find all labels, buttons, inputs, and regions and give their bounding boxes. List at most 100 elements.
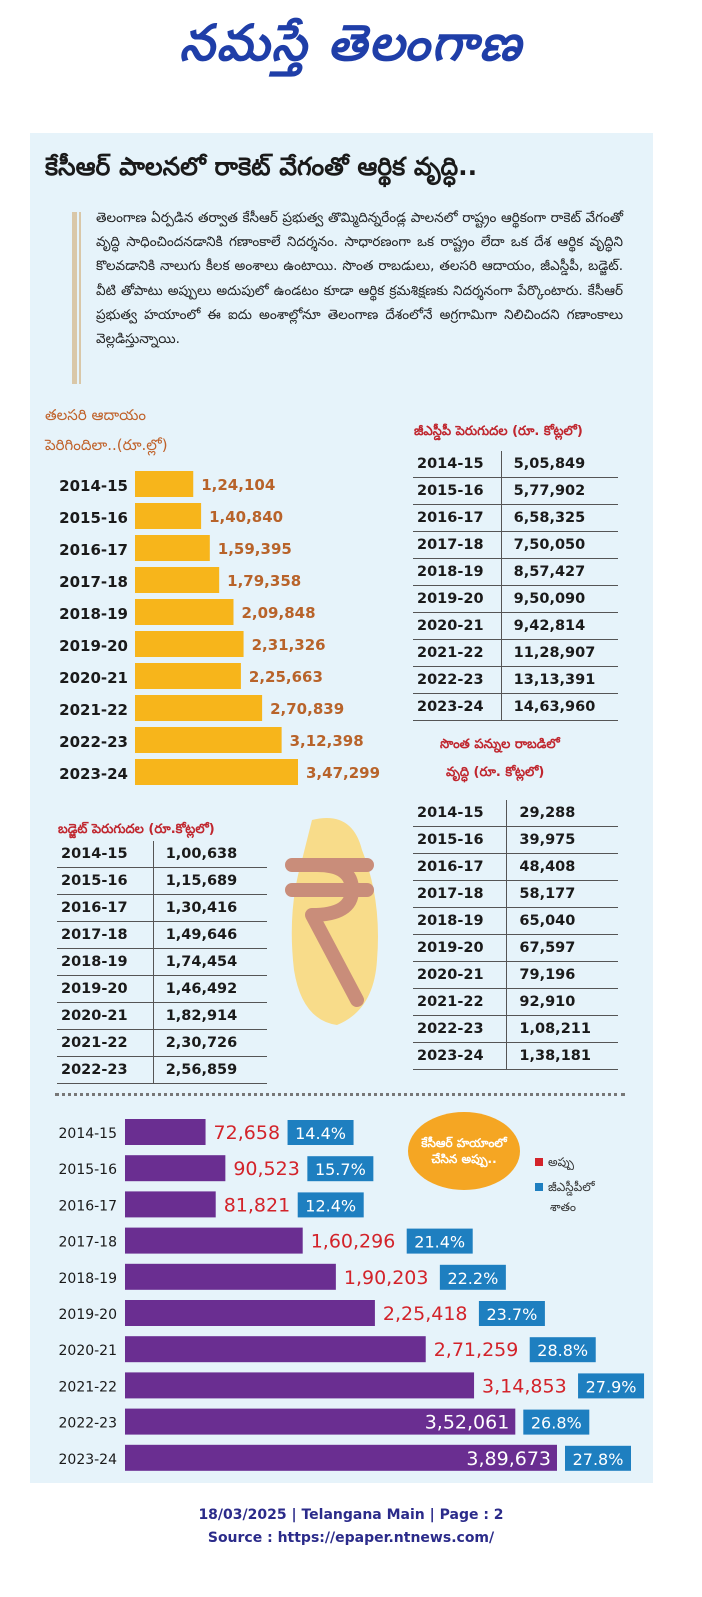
gsdp-row: 2023-24 14,63,960 — [413, 693, 618, 721]
owntax-row: 2015-16 39,975 — [413, 826, 618, 854]
debt-year-label: 2020-21 — [59, 1343, 118, 1359]
percapita-bar — [135, 567, 220, 593]
owntax-year: 2021-22 — [413, 988, 508, 1016]
gsdp-value: 5,05,849 — [501, 451, 618, 478]
budget-year: 2020-21 — [57, 1002, 154, 1030]
owntax-value: 29,288 — [506, 800, 618, 827]
debt-value-label: 3,89,673 — [466, 1448, 551, 1470]
percapita-year-label: 2019-20 — [59, 637, 128, 655]
budget-row: 2014-15 1,00,638 — [57, 841, 267, 868]
pct-box — [287, 1120, 354, 1145]
masthead-logo: నమస్తే తెలంగాణ — [0, 0, 702, 85]
percapita-bar — [135, 599, 234, 625]
owntax-year: 2019-20 — [413, 934, 508, 962]
legend-pct: జీఎస్డీపీలో — [535, 1180, 595, 1197]
owntax-row: 2020-21 79,196 — [413, 961, 618, 989]
owntax-year: 2014-15 — [413, 800, 508, 827]
debt-year-label: 2014-15 — [59, 1126, 118, 1142]
debt-bar — [125, 1408, 516, 1435]
percapita-year-label: 2022-23 — [59, 733, 128, 751]
gsdp-value: 8,57,427 — [501, 558, 618, 586]
owntax-value: 65,040 — [506, 907, 618, 935]
gsdp-table: 2014-15 5,05,849 2015-16 5,77,902 2016-17 6,5… — [413, 451, 618, 721]
gsdp-row: 2014-15 5,05,849 — [413, 451, 618, 478]
gsdp-row: 2020-21 9,42,814 — [413, 612, 618, 640]
debt-bar — [125, 1227, 303, 1254]
gsdp-row: 2019-20 9,50,090 — [413, 585, 618, 613]
percapita-value-label: 1,40,840 — [209, 508, 283, 526]
gsdp-value: 13,13,391 — [501, 666, 618, 694]
owntax-year: 2020-21 — [413, 961, 508, 989]
intro-rule-thin — [79, 212, 81, 384]
percapita-bar — [135, 727, 282, 753]
gsdp-title: జీఎస్డీపీ పెరుగుదల (రూ. కోట్లలో) — [414, 424, 583, 439]
pct-box — [439, 1264, 506, 1290]
percapita-value-label: 2,25,663 — [249, 668, 323, 686]
owntax-year: 2015-16 — [413, 826, 508, 854]
budget-year: 2021-22 — [57, 1029, 154, 1057]
debt-value-label: 3,52,061 — [425, 1412, 510, 1434]
percapita-bar — [135, 759, 298, 785]
owntax-row: 2019-20 67,597 — [413, 934, 618, 962]
budget-row: 2015-16 1,15,689 — [57, 867, 267, 895]
pct-label: 14.4% — [295, 1124, 346, 1143]
percapita-year-label: 2014-15 — [59, 477, 128, 495]
budget-year: 2015-16 — [57, 867, 154, 895]
debt-value-label: 90,523 — [233, 1158, 299, 1180]
footer-date: 18/03/2025 | Telangana Main | Page : 2 — [198, 1507, 504, 1523]
owntax-value: 92,910 — [506, 988, 618, 1016]
debt-year-label: 2017-18 — [59, 1235, 118, 1251]
owntax-title-line1: సొంత పన్నుల రాబడిలో — [440, 737, 560, 752]
debt-year-label: 2023-24 — [59, 1452, 118, 1468]
gsdp-year: 2016-17 — [413, 504, 502, 532]
footer-source: Source : https://epaper.ntnews.com/ — [207, 1530, 495, 1546]
budget-title: బడ్జెట్ పెరుగుదల (రూ.కోట్లలో) — [58, 822, 215, 837]
pct-label: 27.8% — [573, 1450, 624, 1469]
percapita-title-line1: తలసరి ఆదాయం — [45, 406, 146, 424]
owntax-row: 2017-18 58,177 — [413, 880, 618, 908]
percapita-value-label: 2,09,848 — [241, 604, 315, 622]
masthead-text: నమస్తే తెలంగాణ — [179, 13, 523, 72]
debt-value-label: 72,658 — [214, 1122, 280, 1144]
budget-row: 2018-19 1,74,454 — [57, 948, 267, 976]
pct-label: 26.8% — [531, 1414, 582, 1433]
pct-box — [565, 1445, 631, 1471]
owntax-year: 2022-23 — [413, 1015, 508, 1043]
debt-bar — [125, 1155, 226, 1182]
budget-row: 2019-20 1,46,492 — [57, 975, 267, 1003]
pct-box — [578, 1373, 645, 1399]
owntax-row: 2018-19 65,040 — [413, 907, 618, 935]
budget-value: 1,00,638 — [153, 841, 267, 868]
budget-value: 1,49,646 — [153, 921, 267, 949]
budget-year: 2014-15 — [57, 841, 154, 868]
owntax-value: 79,196 — [506, 961, 618, 989]
budget-year: 2018-19 — [57, 948, 154, 976]
owntax-year: 2016-17 — [413, 853, 508, 881]
pct-label: 12.4% — [305, 1196, 356, 1215]
budget-table: 2014-15 1,00,638 2015-16 1,15,689 2016-17 1,3… — [57, 841, 267, 1084]
legend-debt-swatch — [535, 1158, 543, 1166]
gsdp-year: 2022-23 — [413, 666, 502, 694]
pct-label: 23.7% — [486, 1305, 537, 1324]
legend-pct-line2: శాతం — [550, 1200, 577, 1214]
gsdp-year: 2015-16 — [413, 477, 502, 505]
owntax-value: 1,08,211 — [506, 1015, 618, 1043]
owntax-row: 2016-17 48,408 — [413, 853, 618, 881]
pct-box — [523, 1409, 590, 1435]
debt-value-label: 1,60,296 — [311, 1231, 396, 1253]
owntax-row: 2022-23 1,08,211 — [413, 1015, 618, 1043]
percapita-value-label: 1,24,104 — [201, 476, 275, 494]
gsdp-year: 2020-21 — [413, 612, 502, 640]
pct-label: 21.4% — [414, 1233, 465, 1252]
percapita-year-label: 2017-18 — [59, 573, 128, 591]
debt-year-label: 2015-16 — [59, 1162, 118, 1178]
owntax-row: 2014-15 29,288 — [413, 800, 618, 827]
debt-year-label: 2022-23 — [59, 1416, 118, 1432]
gsdp-row: 2016-17 6,58,325 — [413, 504, 618, 532]
gsdp-value: 11,28,907 — [501, 639, 618, 667]
debt-bar — [125, 1336, 426, 1363]
percapita-title-line2: పెరిగిందిలా..(రూ.ల్లో) — [45, 436, 168, 454]
budget-value: 1,15,689 — [153, 867, 267, 895]
debt-value-label: 2,25,418 — [383, 1303, 468, 1325]
debt-bar — [125, 1191, 216, 1218]
